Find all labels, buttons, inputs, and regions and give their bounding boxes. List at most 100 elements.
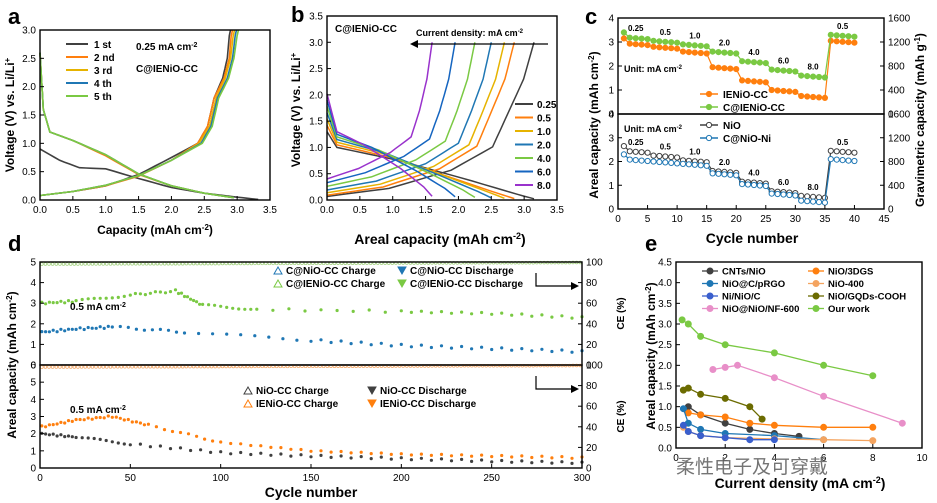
capacity-point — [550, 315, 554, 319]
data-point — [721, 341, 729, 349]
data-point — [845, 157, 852, 164]
capacity-point — [78, 326, 82, 330]
ce-point — [97, 262, 102, 266]
data-point — [626, 40, 633, 47]
data-point — [756, 78, 764, 85]
legend-label: NiO-CC Charge — [256, 386, 329, 397]
capacity-point — [63, 301, 67, 305]
legend-marker — [397, 266, 407, 276]
data-point — [703, 50, 710, 57]
capacity-point — [229, 452, 233, 456]
data-point — [715, 49, 722, 56]
legend-marker — [706, 280, 714, 287]
capacity-point — [98, 325, 102, 329]
capacity-point — [142, 328, 146, 332]
data-point — [656, 44, 663, 51]
capacity-point — [168, 290, 173, 294]
data-point — [626, 156, 633, 163]
capacity-point — [66, 327, 71, 331]
capacity-point — [185, 295, 190, 299]
capacity-point — [110, 415, 114, 419]
ce-point — [65, 262, 69, 266]
plot-frame — [326, 15, 558, 201]
y2-tick-label: 80 — [586, 278, 598, 289]
ce-point — [61, 365, 66, 369]
y-tick-label: 1.0 — [22, 139, 36, 150]
data-point — [697, 390, 705, 398]
capacity-point — [470, 454, 474, 458]
ce-point — [76, 365, 80, 369]
ce-point — [47, 365, 51, 369]
capacity-point — [560, 348, 564, 352]
data-point — [656, 158, 663, 166]
data-point — [697, 42, 704, 49]
ce-point — [54, 365, 59, 369]
data-point — [774, 190, 781, 198]
x-tick-label: 2.0 — [164, 205, 178, 216]
data-point — [638, 149, 645, 156]
capacity-point — [429, 345, 433, 350]
capacity-point — [138, 292, 142, 296]
capacity-point — [197, 331, 201, 336]
capacity-point — [47, 300, 52, 304]
data-point — [839, 157, 846, 164]
legend-label: CNTs/NiO — [722, 267, 766, 278]
data-point — [786, 88, 793, 95]
capacity-point — [429, 458, 433, 462]
capacity-point — [470, 347, 474, 351]
capacity-point — [540, 347, 544, 351]
capacity-point — [349, 451, 353, 455]
ce-point — [119, 365, 124, 369]
ce-point — [177, 364, 181, 369]
capacity-point — [55, 330, 59, 334]
capacity-point — [128, 293, 132, 297]
capacity-point — [470, 312, 474, 316]
capacity-point — [211, 439, 215, 443]
capacity-point — [530, 314, 534, 318]
capacity-point — [299, 453, 303, 457]
ce-point — [148, 364, 152, 369]
series-line-NiO@C/pRGO — [682, 408, 824, 441]
ce-point — [79, 365, 84, 369]
data-point — [815, 94, 823, 101]
data-point — [644, 157, 651, 165]
data-point — [697, 49, 704, 57]
y-tick-label: 1.5 — [658, 382, 672, 393]
capacity-point — [289, 454, 293, 458]
data-point — [820, 423, 828, 431]
capacity-point — [90, 326, 94, 330]
data-point — [804, 73, 811, 80]
capacity-point — [74, 327, 78, 331]
ce-point — [134, 262, 138, 266]
y-tick-label: 3 — [30, 412, 36, 423]
capacity-point — [102, 326, 106, 330]
ce-point — [97, 365, 102, 369]
ce-point — [112, 262, 116, 266]
capacity-point — [59, 420, 63, 424]
x-tick-label: 20 — [731, 214, 743, 225]
legend-marker — [812, 292, 820, 300]
data-point — [632, 157, 639, 164]
legend-label: 6.0 — [537, 168, 551, 179]
data-point — [762, 60, 769, 67]
capacity-point — [150, 328, 154, 332]
data-point — [709, 48, 716, 55]
legend-label: 4 th — [94, 79, 112, 90]
data-point — [721, 171, 728, 178]
x-tick-label: 0.5 — [353, 205, 367, 216]
capacity-point — [51, 432, 55, 436]
capacity-point — [287, 307, 291, 311]
capacity-point — [213, 303, 217, 307]
x-tick-label: 250 — [483, 473, 500, 484]
capacity-point — [295, 338, 299, 342]
data-point — [744, 181, 752, 188]
capacity-point — [259, 444, 263, 448]
capacity-point — [359, 455, 363, 459]
y2-tick-label: 0 — [888, 110, 894, 121]
data-point — [774, 87, 781, 94]
capacity-point — [279, 446, 283, 450]
data-point — [721, 434, 729, 442]
data-point — [833, 38, 840, 45]
capacity-point — [44, 425, 48, 429]
capacity-point — [70, 300, 74, 304]
